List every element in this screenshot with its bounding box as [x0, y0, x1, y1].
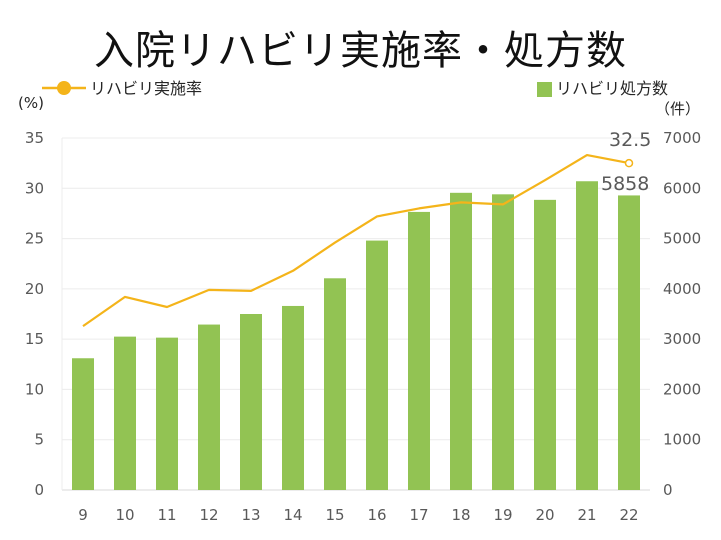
line-last-data-label: 32.5 [609, 129, 651, 151]
bar [534, 199, 556, 490]
legend-bar-label: リハビリ処方数 [556, 79, 668, 98]
x-axis-tick-label: 17 [409, 506, 428, 524]
x-axis-tick-label: 19 [493, 506, 512, 524]
left-axis-tick-label: 15 [25, 330, 44, 348]
right-axis-tick-label: 5000 [663, 230, 701, 248]
left-axis-tick-label: 20 [25, 280, 44, 298]
legend-bar-swatch [537, 82, 552, 97]
left-axis-tick-label: 5 [34, 431, 44, 449]
bar [492, 194, 514, 490]
line-series [82, 154, 634, 328]
legend-line-marker [57, 81, 71, 95]
bar [198, 324, 220, 490]
x-axis-tick-label: 21 [577, 506, 596, 524]
x-axis-tick-label: 12 [199, 506, 218, 524]
left-axis-tick-label: 0 [34, 481, 44, 499]
bar [450, 192, 472, 490]
right-axis-unit: （件） [655, 100, 700, 118]
right-axis-tick-label: 2000 [663, 380, 701, 398]
x-axis-tick-label: 16 [367, 506, 386, 524]
right-axis-tick-label: 7000 [663, 129, 701, 147]
right-axis-tick-label: 6000 [663, 179, 701, 197]
rate-line [82, 154, 630, 328]
x-axis-tick-label: 11 [157, 506, 176, 524]
x-axis-tick-label: 13 [241, 506, 260, 524]
left-axis-tick-label: 25 [25, 230, 44, 248]
bar [114, 336, 136, 490]
legend-line-label: リハビリ実施率 [90, 79, 202, 98]
left-axis-tick-label: 30 [25, 179, 44, 197]
x-axis-tick-label: 10 [115, 506, 134, 524]
x-axis-tick-label: 15 [325, 506, 344, 524]
left-axis-tick-label: 35 [25, 129, 44, 147]
line-end-point [624, 158, 634, 168]
bar-series [72, 181, 640, 491]
x-axis-tick-label: 20 [535, 506, 554, 524]
bar [72, 358, 94, 490]
chart-title: 入院リハビリ実施率・処方数 [94, 28, 627, 74]
right-axis-tick-label: 1000 [663, 431, 701, 449]
x-axis-tick-label: 14 [283, 506, 302, 524]
left-axis-tick-label: 10 [25, 380, 44, 398]
right-axis-tick-label: 0 [663, 481, 673, 499]
right-axis-tick-label: 3000 [663, 330, 701, 348]
bar [282, 305, 304, 490]
bar [618, 195, 640, 491]
x-axis-tick-label: 9 [78, 506, 88, 524]
bar [156, 337, 178, 490]
bar-last-data-label: 5858 [601, 173, 649, 195]
axis-ticks: 0 5 10 15 20 25 30 35 0 1000 2000 3000 4000 5000 6000 7… [25, 129, 701, 524]
x-axis-tick-label: 22 [619, 506, 638, 524]
bar [576, 181, 598, 490]
bar [408, 211, 430, 491]
left-axis-unit: (%) [18, 94, 44, 112]
gridlines [61, 137, 650, 491]
bar [240, 314, 262, 490]
x-axis-tick-label: 18 [451, 506, 470, 524]
bar [366, 240, 388, 490]
right-axis-tick-label: 4000 [663, 280, 701, 298]
bar [324, 278, 346, 490]
